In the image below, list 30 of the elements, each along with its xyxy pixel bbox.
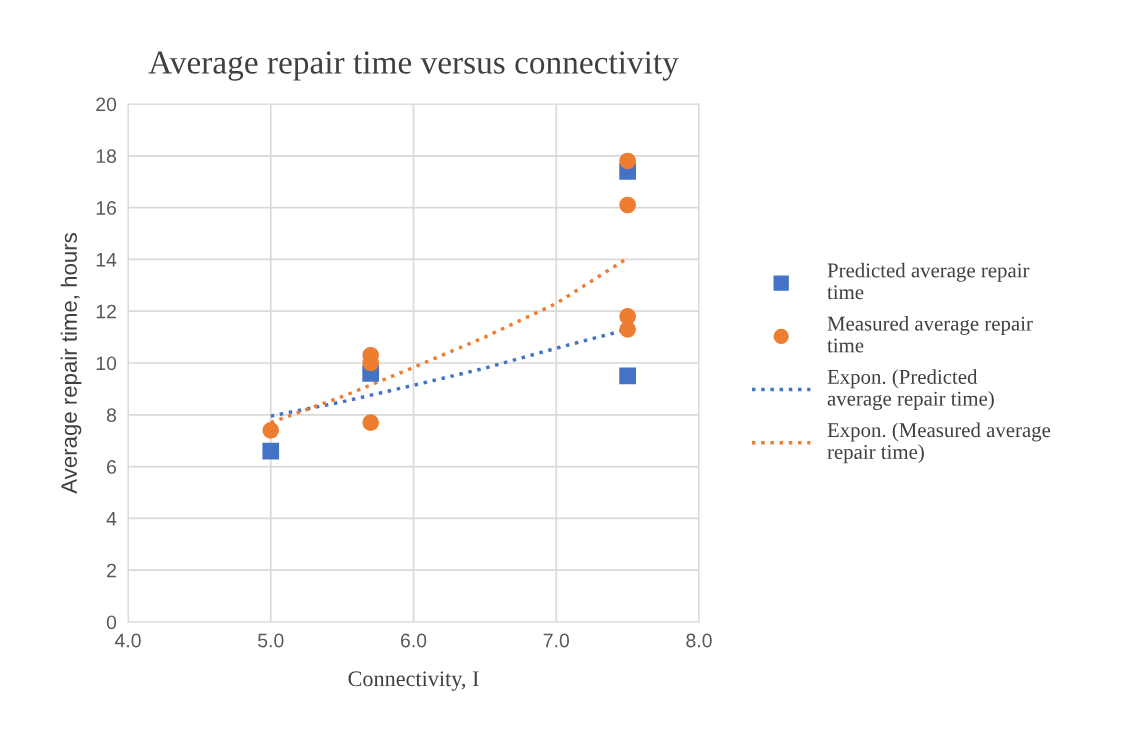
y-tick-label: 20: [96, 97, 117, 112]
legend-label: Measured average repair time: [827, 316, 1033, 353]
x-tick-label: 8.0: [686, 633, 712, 648]
y-tick-label: 2: [107, 563, 116, 578]
y-tick-label: 0: [106, 615, 117, 630]
y-tick-label: 18: [96, 149, 117, 164]
point: [619, 152, 636, 170]
y-tick-label: 4: [106, 512, 117, 526]
legend-label: Expon. (Measured average repair time): [827, 422, 1051, 464]
x-tick-label: 4.0: [114, 633, 141, 648]
x-tick-label: 6.0: [400, 633, 427, 648]
point: [262, 422, 280, 439]
y-tick-label: 10: [96, 356, 117, 371]
x-axis-title: Connectivity, I: [348, 671, 479, 691]
point: [619, 367, 636, 385]
y-tick-label: 8: [106, 408, 117, 423]
y-tick-label: 12: [96, 304, 116, 319]
point: [619, 196, 636, 214]
point: [362, 414, 380, 431]
y-tick-label: 14: [96, 253, 117, 267]
point: [262, 442, 280, 460]
x-tick-label: 7.0: [543, 633, 570, 648]
y-tick-label: 16: [96, 201, 117, 215]
legend-label: Expon. (Predicted average repair time): [827, 369, 994, 410]
point: [619, 320, 636, 338]
x-tick-label: 5.0: [258, 633, 284, 648]
legend-label: Predicted average repair time: [827, 262, 1030, 300]
y-axis-title: Average repair time, hours: [60, 233, 82, 494]
y-tick-label: 6: [107, 460, 117, 474]
chart-title: Average repair time versus connectivity: [148, 51, 679, 81]
